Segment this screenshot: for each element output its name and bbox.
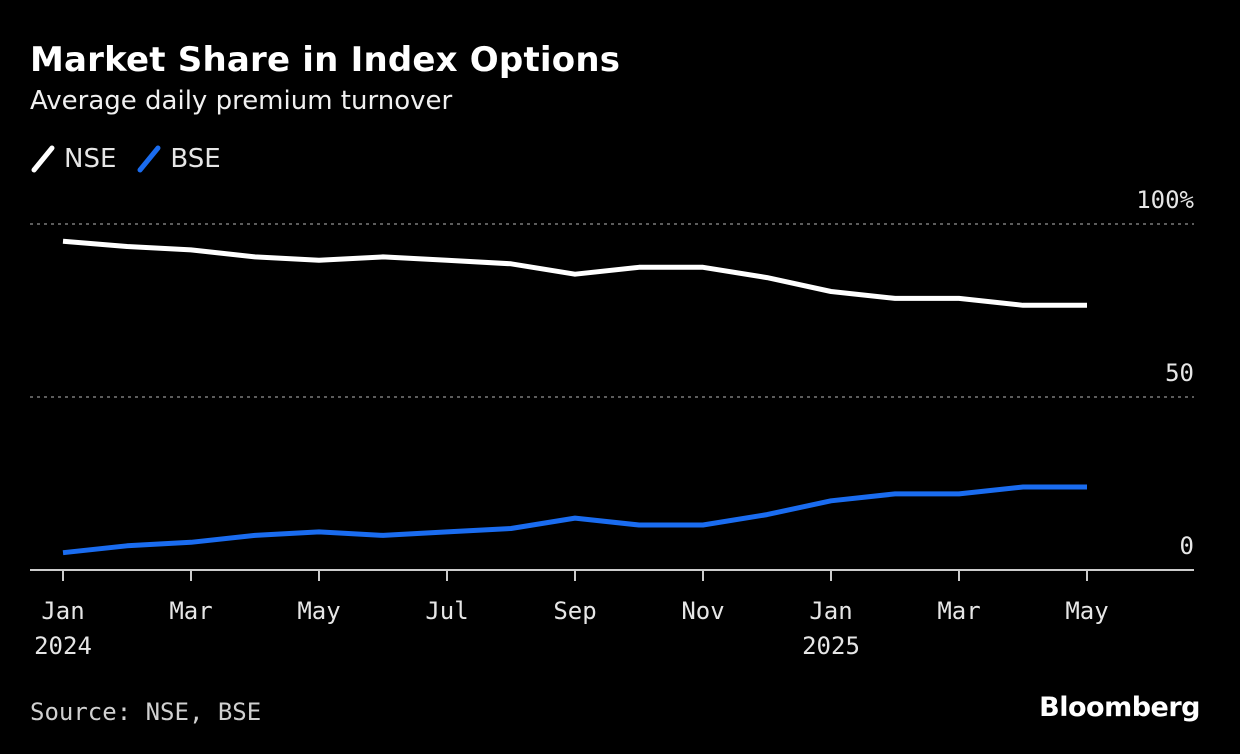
series-line-nse: [62, 238, 1087, 308]
x-tick-label: Sep: [553, 597, 596, 625]
x-tick-label: May: [1065, 597, 1108, 625]
x-tick-label: May: [297, 597, 340, 625]
x-tick-label: Jan: [809, 597, 852, 625]
chart-title: Market Share in Index Options: [30, 40, 621, 80]
series-line-bse: [62, 484, 1087, 556]
x-tick-year-label: 2024: [34, 632, 92, 660]
y-tick-label: 100%: [1136, 186, 1194, 214]
legend-item-nse: NSE: [30, 144, 116, 174]
source-note: Source: NSE, BSE: [30, 698, 262, 726]
bloomberg-logo: Bloomberg: [1039, 692, 1200, 723]
legend-swatch-bse: [137, 145, 161, 173]
x-tick-label: Jan: [41, 597, 84, 625]
y-tick-label: 0: [1180, 532, 1194, 560]
legend-label-nse: NSE: [64, 144, 117, 174]
legend: NSE BSE: [30, 142, 241, 176]
legend-item-bse: BSE: [136, 144, 221, 174]
x-tick-label: Mar: [937, 597, 980, 625]
x-tick-label: Nov: [681, 597, 724, 625]
x-tick-label: Mar: [169, 597, 212, 625]
x-tick-year-label: 2025: [802, 632, 860, 660]
y-tick-label: 50: [1165, 359, 1194, 387]
chart-subtitle: Average daily premium turnover: [30, 86, 453, 116]
legend-swatch-nse: [31, 145, 55, 173]
legend-label-bse: BSE: [170, 144, 221, 174]
x-tick-label: Jul: [425, 597, 468, 625]
